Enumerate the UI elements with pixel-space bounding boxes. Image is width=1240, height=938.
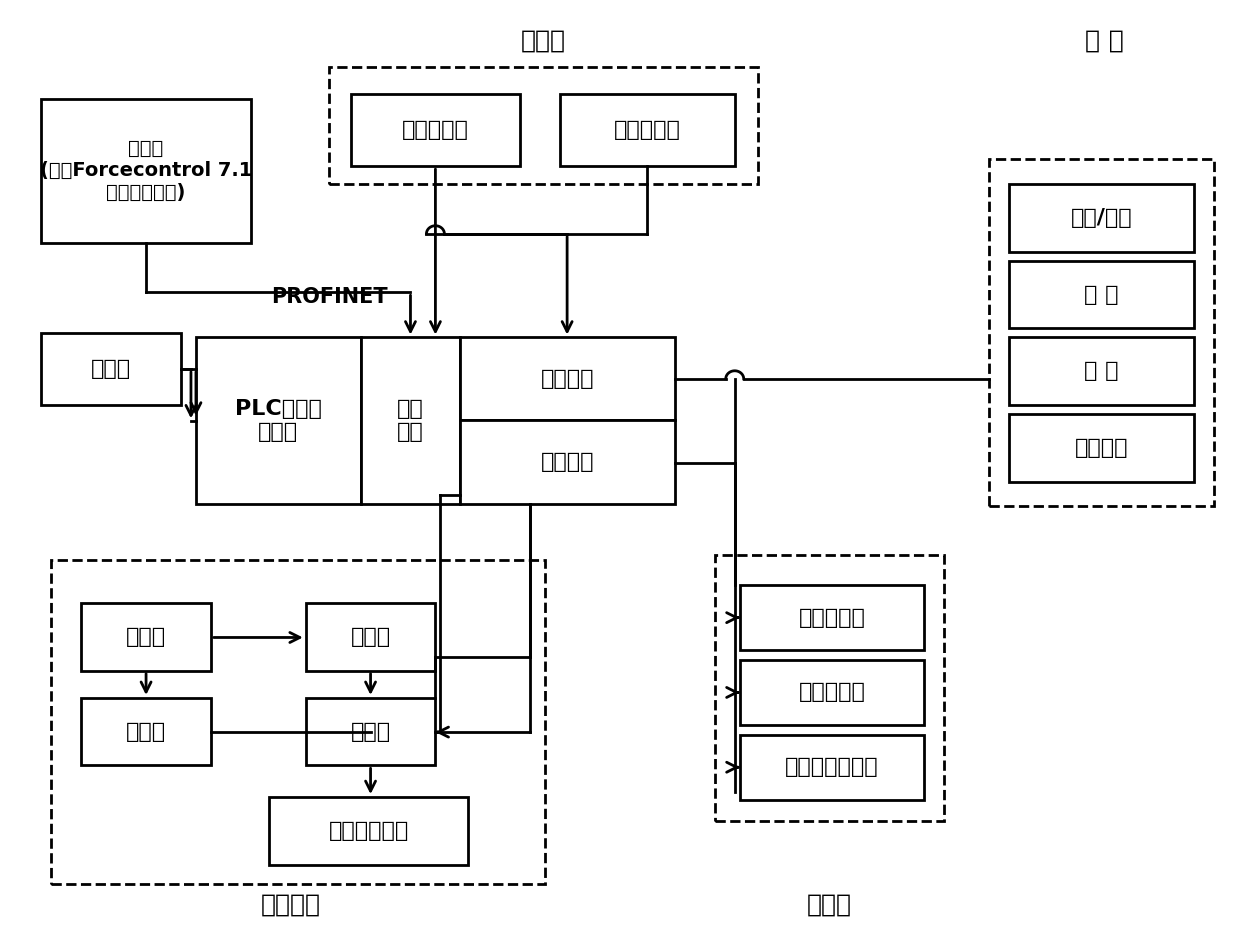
Text: 紧急停止: 紧急停止: [1075, 438, 1128, 458]
Bar: [306, 698, 435, 765]
Bar: [1009, 414, 1194, 481]
Text: 气动回路: 气动回路: [260, 893, 321, 917]
Bar: [351, 94, 521, 166]
Bar: [460, 338, 675, 420]
Bar: [306, 603, 435, 671]
Bar: [269, 797, 469, 865]
Text: 按 钮: 按 钮: [1085, 28, 1123, 53]
Text: 指示灯: 指示灯: [807, 893, 852, 917]
Text: 输入模块: 输入模块: [541, 369, 594, 389]
Bar: [41, 333, 181, 405]
Text: PLC中央控
制单元: PLC中央控 制单元: [234, 400, 321, 443]
Bar: [460, 420, 675, 504]
Text: 空压机: 空压机: [126, 627, 166, 647]
Text: 输出模块: 输出模块: [541, 452, 594, 472]
Text: 启 动: 启 动: [1084, 284, 1118, 305]
Bar: [714, 555, 945, 822]
Text: 频率传感器: 频率传感器: [614, 120, 681, 140]
Text: PROFINET: PROFINET: [270, 287, 387, 307]
Text: 弱振指示灯: 弱振指示灯: [799, 608, 866, 628]
Bar: [740, 734, 924, 800]
Text: 电磁阀: 电磁阀: [351, 721, 391, 742]
Bar: [1009, 184, 1194, 252]
Text: 压力罐: 压力罐: [126, 721, 166, 742]
Text: 附着式振捣器: 附着式振捣器: [329, 821, 409, 840]
Bar: [329, 68, 758, 184]
Bar: [740, 585, 924, 650]
Bar: [1009, 338, 1194, 405]
Text: 上位机
(采用Forcecontrol 7.1
力控组态软件): 上位机 (采用Forcecontrol 7.1 力控组态软件): [40, 139, 252, 203]
Text: 压力传感器: 压力传感器: [402, 120, 469, 140]
Text: 配电柜: 配电柜: [91, 359, 131, 379]
Text: 强振指示灯: 强振指示灯: [799, 683, 866, 703]
Bar: [51, 560, 546, 885]
Text: 振动完成指示灯: 振动完成指示灯: [785, 757, 879, 778]
Bar: [81, 698, 211, 765]
Bar: [1009, 261, 1194, 328]
Bar: [41, 98, 250, 243]
Bar: [361, 338, 460, 504]
Text: 自动/手动: 自动/手动: [1070, 208, 1132, 228]
Bar: [196, 338, 361, 504]
Bar: [990, 159, 1214, 506]
Text: 分气缸: 分气缸: [351, 627, 391, 647]
Text: 停 止: 停 止: [1084, 361, 1118, 381]
Bar: [81, 603, 211, 671]
Text: 通讯
模块: 通讯 模块: [397, 400, 424, 443]
Bar: [740, 660, 924, 725]
Bar: [560, 94, 735, 166]
Text: 传感器: 传感器: [521, 28, 565, 53]
